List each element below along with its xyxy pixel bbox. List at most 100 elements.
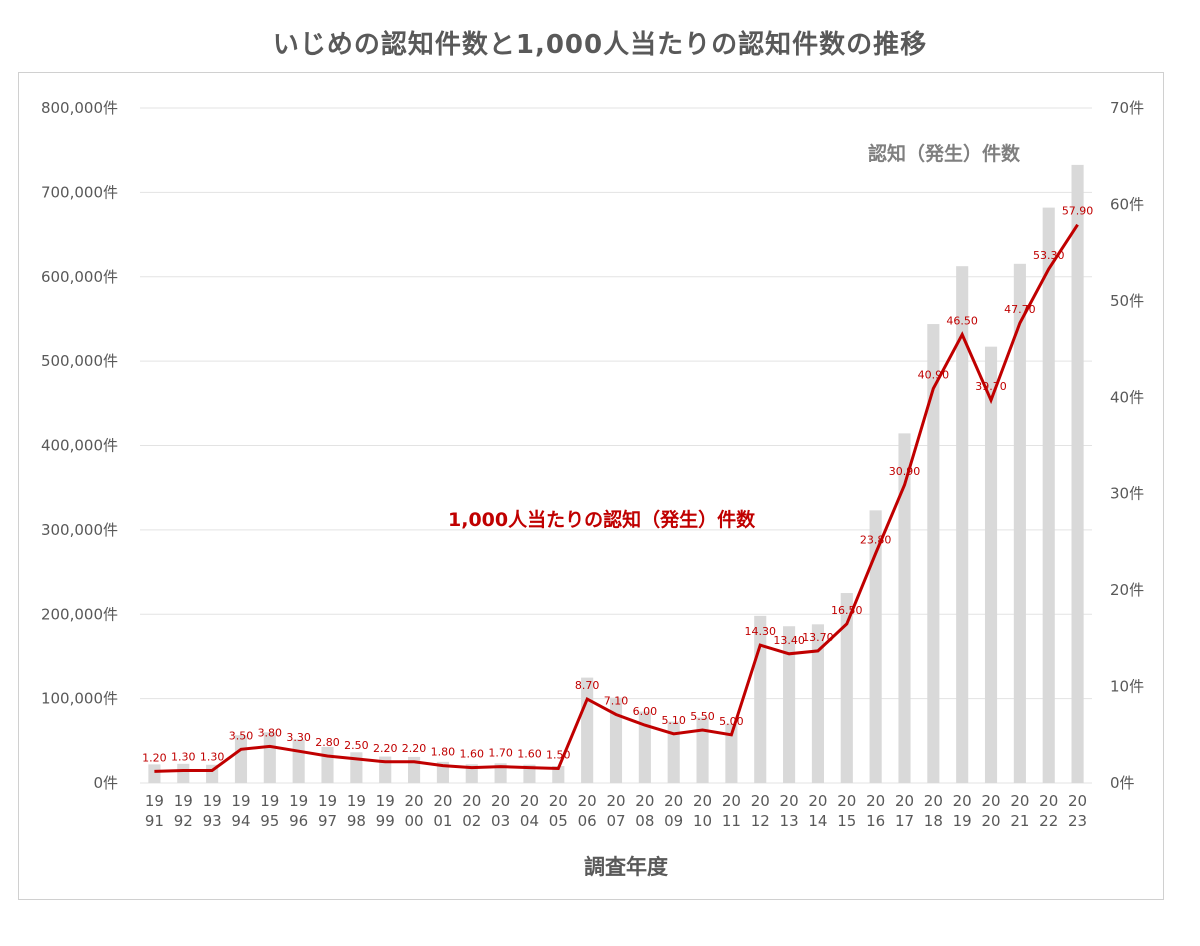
- data-label: 1.30: [200, 750, 225, 763]
- bar: [638, 711, 651, 783]
- x-axis-title: 調査年度: [584, 855, 668, 879]
- bar: [1042, 207, 1055, 783]
- x-tick-label: 20: [780, 792, 799, 810]
- bar: [148, 764, 161, 783]
- x-tick-label: 20: [866, 792, 885, 810]
- data-label: 40.90: [918, 369, 950, 382]
- x-axis-ticks: 19 91 19 92 19 93 19 94 19 95 19 96 19 97 19 98 19 99 20 00…: [145, 792, 1087, 830]
- x-tick-label: 97: [318, 812, 337, 830]
- x-tick-label: 19: [174, 792, 193, 810]
- bar-series-label: 認知（発生）件数: [868, 142, 1021, 165]
- data-label: 30.90: [889, 465, 921, 478]
- x-tick-label: 20: [1068, 792, 1087, 810]
- left-tick-label: 100,000件: [41, 690, 118, 708]
- x-tick-label: 22: [1039, 812, 1058, 830]
- x-tick-label: 05: [549, 812, 568, 830]
- x-tick-label: 19: [231, 792, 250, 810]
- data-label: 1.60: [517, 748, 542, 761]
- bar: [552, 766, 565, 783]
- left-tick-label: 300,000件: [41, 521, 118, 539]
- right-tick-label: 50件: [1110, 292, 1144, 310]
- page-title: いじめの認知件数と1,000人当たりの認知件数の推移: [272, 30, 928, 60]
- x-tick-label: 20: [549, 792, 568, 810]
- x-tick-label: 16: [866, 812, 885, 830]
- bar: [234, 735, 248, 783]
- data-label: 3.80: [258, 726, 283, 739]
- data-label: 1.60: [460, 748, 485, 761]
- x-tick-label: 20: [433, 792, 452, 810]
- x-tick-label: 19: [260, 792, 279, 810]
- data-label: 2.50: [344, 739, 369, 752]
- x-tick-label: 11: [722, 812, 741, 830]
- right-tick-label: 40件: [1110, 388, 1144, 406]
- x-tick-label: 08: [635, 812, 654, 830]
- x-tick-label: 20: [808, 792, 827, 810]
- bar: [725, 723, 738, 783]
- x-tick-label: 91: [145, 812, 164, 830]
- data-label: 1.50: [546, 749, 571, 762]
- bar: [1071, 164, 1084, 783]
- x-tick-label: 19: [145, 792, 164, 810]
- bar: [321, 746, 334, 783]
- bar: [984, 346, 998, 783]
- x-tick-label: 96: [289, 812, 308, 830]
- bar: [696, 717, 709, 783]
- x-tick-label: 19: [347, 792, 366, 810]
- x-tick-label: 20: [953, 792, 972, 810]
- x-tick-label: 19: [289, 792, 308, 810]
- x-tick-label: 20: [751, 792, 770, 810]
- left-tick-label: 600,000件: [41, 268, 118, 286]
- line-path: [154, 223, 1079, 773]
- bar: [927, 324, 940, 783]
- data-label: 39.70: [975, 380, 1007, 393]
- data-label: 5.10: [661, 714, 686, 727]
- x-tick-label: 20: [491, 792, 510, 810]
- bar: [754, 615, 767, 783]
- data-label: 14.30: [744, 625, 776, 638]
- left-tick-label: 0件: [93, 774, 118, 792]
- data-label: 47.70: [1004, 303, 1036, 316]
- x-tick-label: 94: [231, 812, 250, 830]
- x-tick-label: 21: [1010, 812, 1029, 830]
- x-tick-label: 20: [895, 792, 914, 810]
- right-tick-label: 60件: [1110, 195, 1144, 213]
- left-tick-label: 800,000件: [41, 99, 118, 117]
- data-label: 5.00: [719, 715, 744, 728]
- data-label: 8.70: [575, 679, 600, 692]
- x-tick-label: 20: [1010, 792, 1029, 810]
- x-tick-label: 19: [953, 812, 972, 830]
- bar: [263, 732, 276, 783]
- x-tick-label: 98: [347, 812, 366, 830]
- x-tick-label: 99: [376, 812, 395, 830]
- x-tick-label: 19: [376, 792, 395, 810]
- x-tick-label: 20: [606, 792, 625, 810]
- right-tick-label: 20件: [1110, 581, 1144, 599]
- x-tick-label: 23: [1068, 812, 1087, 830]
- x-tick-label: 19: [318, 792, 337, 810]
- gridlines: [140, 107, 1092, 784]
- x-tick-label: 20: [578, 792, 597, 810]
- x-tick-label: 95: [260, 812, 279, 830]
- x-tick-label: 12: [751, 812, 770, 830]
- line-series-label: 1,000人当たりの認知（発生）件数: [448, 508, 756, 531]
- left-tick-label: 700,000件: [41, 183, 118, 201]
- data-label: 16.50: [831, 604, 863, 617]
- data-label: 23.80: [860, 534, 892, 547]
- data-label: 6.00: [633, 705, 658, 718]
- x-tick-label: 20: [722, 792, 741, 810]
- data-label: 3.30: [286, 731, 311, 744]
- data-label: 5.50: [690, 710, 715, 723]
- x-tick-label: 04: [520, 812, 539, 830]
- x-tick-label: 19: [203, 792, 222, 810]
- data-label: 7.10: [604, 695, 629, 708]
- bar: [898, 433, 911, 783]
- bar: [494, 763, 507, 783]
- data-labels: 1.20 1.30 1.30 3.50 3.80 3.30 2.80 2.50 2.20 2.20…: [142, 205, 1093, 765]
- x-tick-label: 09: [664, 812, 683, 830]
- x-tick-label: 01: [433, 812, 452, 830]
- data-label: 13.70: [802, 631, 834, 644]
- x-tick-label: 00: [405, 812, 424, 830]
- x-tick-label: 20: [924, 792, 943, 810]
- left-axis-ticks: 0件 100,000件 200,000件 300,000件 400,000件 500,00…: [41, 99, 118, 792]
- data-label: 53.30: [1033, 249, 1065, 262]
